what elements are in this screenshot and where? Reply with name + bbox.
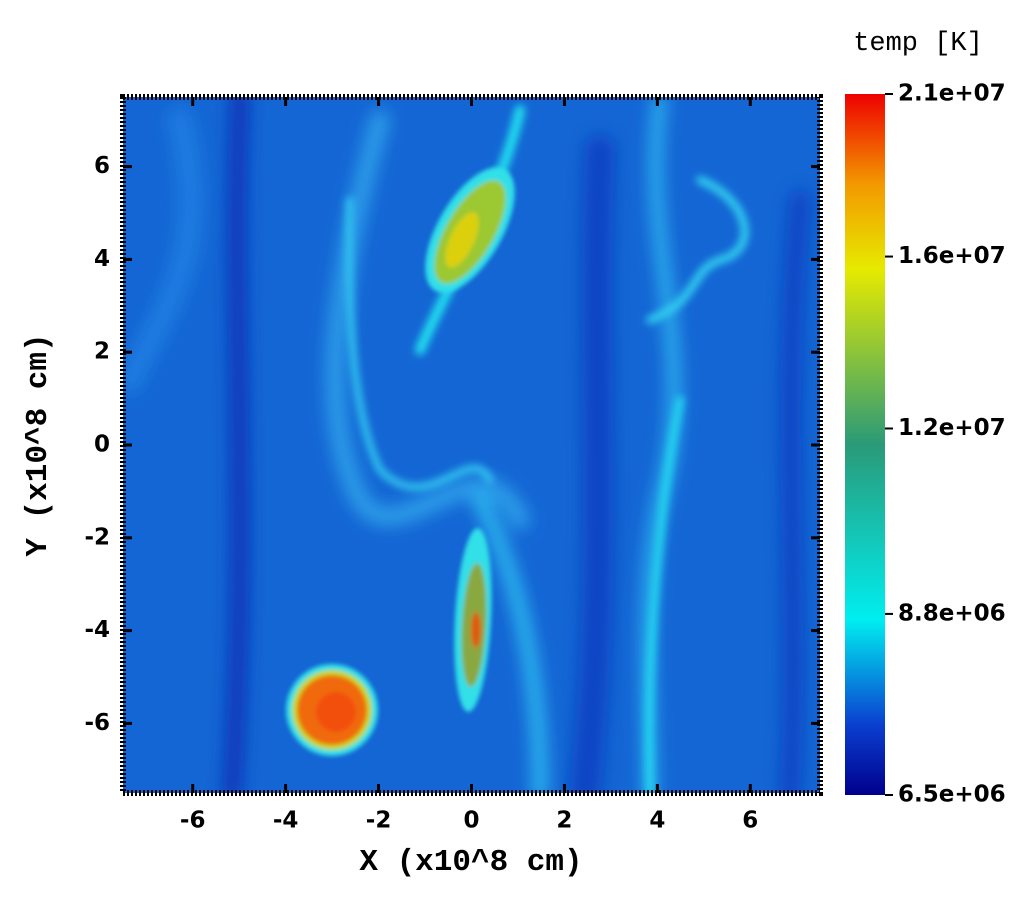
x-axis-label: X (x10^8 cm) <box>359 845 582 880</box>
temperature-field <box>123 97 820 793</box>
x-tick-label: -4 <box>273 808 299 834</box>
y-tick-label: -4 <box>84 617 110 643</box>
x-tick-label: -6 <box>180 808 206 834</box>
x-tick-label: 2 <box>556 808 572 834</box>
y-tick-label: 0 <box>94 432 110 458</box>
colorbar <box>845 94 885 795</box>
y-tick-label: 6 <box>94 153 110 179</box>
x-tick-label: 4 <box>649 808 665 834</box>
colorbar-title: temp [K] <box>853 29 983 59</box>
x-tick-label: 0 <box>463 808 479 834</box>
colorbar-tick-label: 8.8e+06 <box>898 600 1006 626</box>
y-tick-label: -2 <box>84 524 110 550</box>
y-tick-label: 2 <box>94 339 110 365</box>
x-tick-label: -2 <box>366 808 392 834</box>
colorbar-tick-label: 2.1e+07 <box>898 81 1006 107</box>
y-tick-label: 4 <box>94 246 110 272</box>
colorbar-tick-label: 6.5e+06 <box>898 782 1006 808</box>
colorbar-tick-label: 1.6e+07 <box>898 243 1006 269</box>
y-tick-label: -6 <box>84 710 110 736</box>
y-axis-label: Y (x10^8 cm) <box>21 333 56 556</box>
x-tick-label: 6 <box>742 808 758 834</box>
colorbar-tick-label: 1.2e+07 <box>898 415 1006 441</box>
